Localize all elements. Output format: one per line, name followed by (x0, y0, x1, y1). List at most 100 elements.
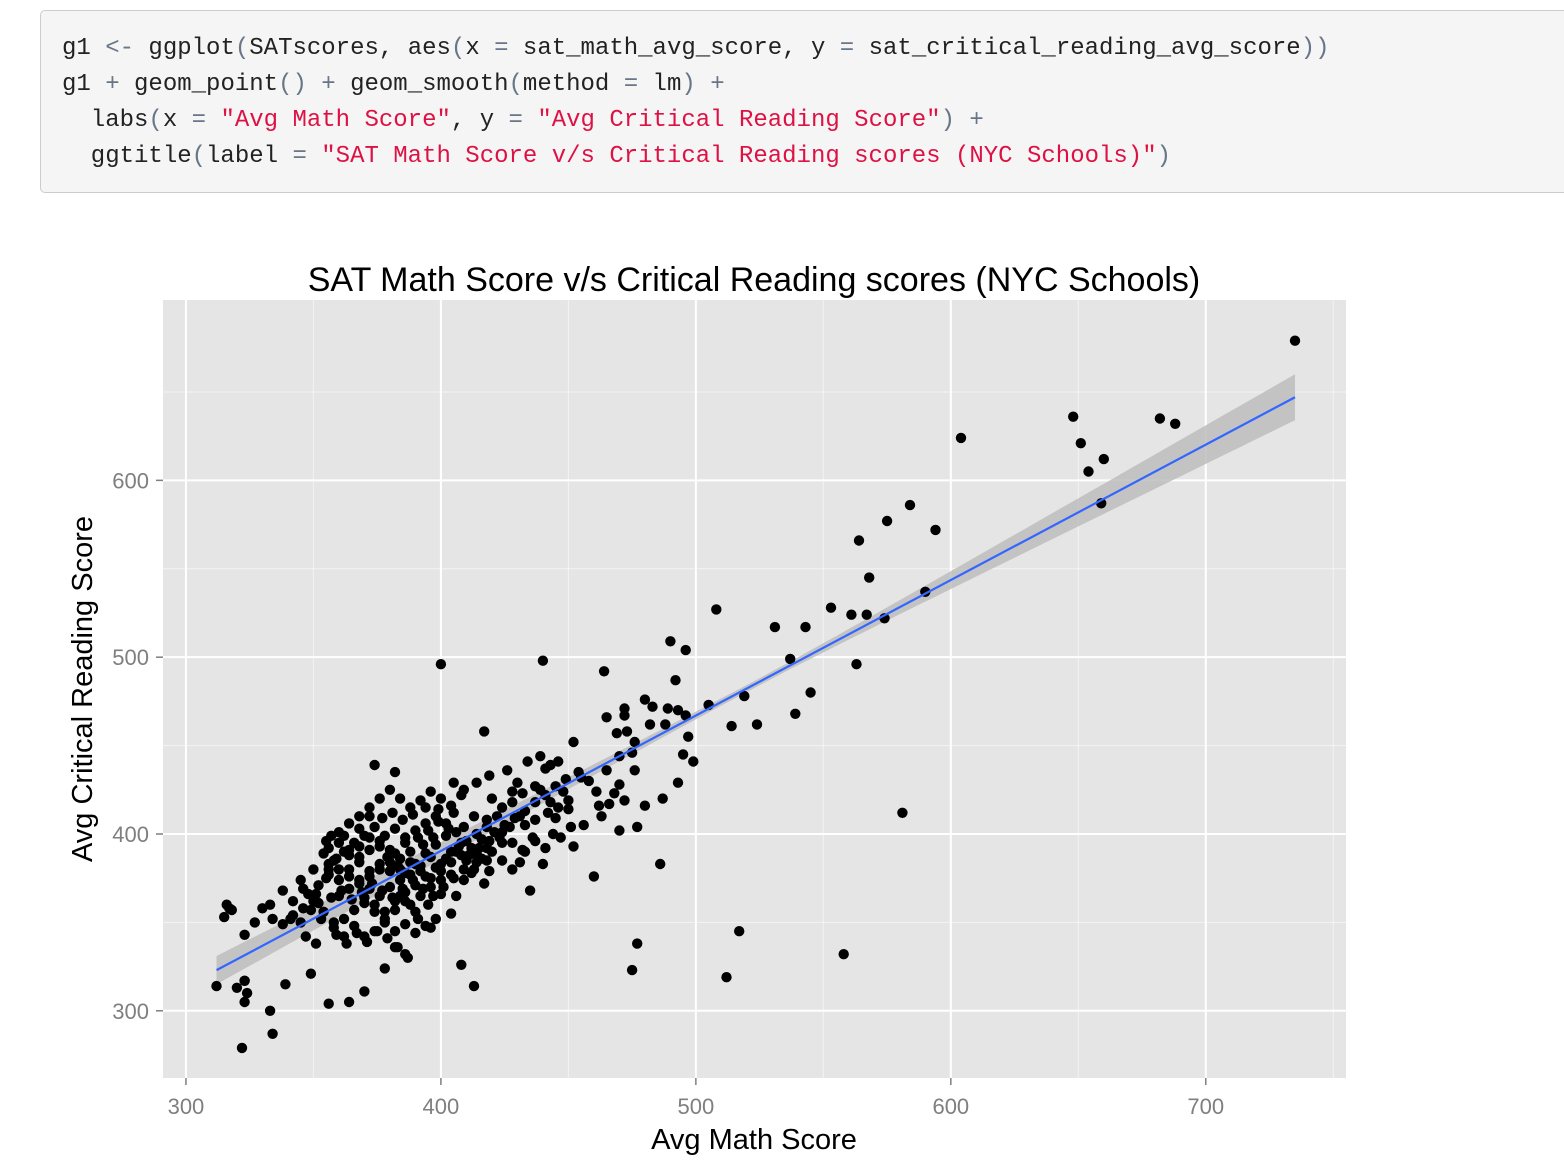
data-point (496, 855, 508, 866)
data-point (458, 874, 469, 886)
data-point (364, 802, 375, 813)
data-point (264, 899, 276, 910)
data-point (591, 786, 602, 797)
data-point (448, 873, 459, 884)
data-point (354, 811, 365, 822)
code-token: x (465, 35, 495, 62)
x-tick-label: 300 (168, 1094, 205, 1119)
data-point (499, 819, 510, 831)
data-point (343, 818, 355, 829)
data-point (726, 720, 737, 732)
data-point (445, 908, 457, 919)
data-point (629, 765, 640, 776)
data-point (321, 873, 332, 884)
data-point (1170, 418, 1181, 429)
data-point (448, 777, 459, 788)
data-point (236, 1042, 248, 1054)
data-point (267, 1028, 278, 1039)
code-token: ( (191, 143, 207, 170)
data-point (507, 837, 518, 848)
data-point (226, 904, 237, 916)
code-line: labs(x = "Avg Math Score", y = "Avg Crit… (62, 103, 1564, 139)
data-point (379, 917, 390, 928)
data-point (558, 786, 569, 797)
plot-panel (163, 300, 1346, 1078)
data-point (425, 786, 436, 797)
data-point (349, 920, 360, 932)
data-point (445, 800, 457, 811)
code-token: ( (508, 71, 523, 98)
data-point (688, 756, 699, 767)
data-point (435, 793, 447, 804)
data-point (626, 964, 638, 976)
data-point (601, 765, 612, 776)
data-point (644, 719, 656, 730)
data-point (305, 968, 317, 979)
code-token: , y (450, 107, 509, 134)
data-point (333, 837, 345, 848)
data-point (374, 793, 385, 804)
data-point (609, 788, 620, 799)
data-point (785, 653, 796, 665)
x-axis-ticks: 300 400 500 600 700 (168, 1078, 1224, 1119)
data-point (519, 846, 531, 857)
data-point (359, 931, 370, 942)
code-token: () (278, 71, 307, 98)
data-point (435, 874, 447, 886)
data-point (560, 774, 571, 785)
code-line: g1 + geom_point() + geom_smooth(method =… (62, 67, 1564, 103)
data-point (379, 906, 390, 917)
data-point (440, 853, 452, 864)
data-point (369, 899, 380, 910)
data-point (1083, 466, 1094, 477)
code-token (307, 71, 321, 98)
code-token: = (191, 107, 207, 134)
data-point (461, 855, 472, 866)
data-point (374, 864, 385, 875)
data-point (522, 756, 533, 767)
y-tick-label: 600 (112, 468, 149, 493)
code-token: = (623, 71, 639, 98)
data-point (369, 759, 380, 771)
data-point (456, 837, 467, 848)
data-point (405, 899, 416, 910)
data-point (471, 848, 482, 859)
y-axis-label: Avg Critical Reading Score (67, 516, 99, 862)
data-point (333, 864, 345, 875)
data-point (343, 871, 355, 882)
data-point (394, 793, 406, 804)
data-point (471, 777, 482, 788)
code-token: sat_math_avg_score, y (508, 35, 840, 62)
data-point (333, 890, 345, 902)
data-point (405, 802, 416, 813)
data-point (1154, 413, 1166, 424)
data-point (647, 701, 658, 712)
data-point (861, 609, 872, 620)
data-point (930, 524, 941, 536)
data-point (955, 432, 967, 444)
data-point (310, 938, 322, 949)
x-tick-label: 500 (678, 1094, 715, 1119)
data-point (211, 980, 222, 992)
data-point (711, 604, 722, 615)
data-point (790, 708, 801, 719)
data-point (412, 913, 424, 925)
data-point (435, 888, 447, 900)
data-point (846, 609, 857, 620)
data-point (239, 929, 250, 940)
data-point (384, 881, 396, 893)
data-point (430, 862, 441, 873)
y-axis-ticks: 300 400 500 600 (112, 468, 163, 1024)
data-point (540, 763, 551, 774)
data-point (249, 917, 260, 928)
data-point (382, 933, 393, 944)
y-tick-label: 500 (112, 645, 149, 670)
data-point (535, 751, 546, 762)
data-point (466, 867, 477, 879)
data-point (897, 807, 908, 818)
data-point (568, 736, 579, 748)
data-point (318, 848, 329, 859)
data-point (359, 830, 370, 841)
data-point (800, 621, 811, 633)
data-point (502, 765, 513, 776)
